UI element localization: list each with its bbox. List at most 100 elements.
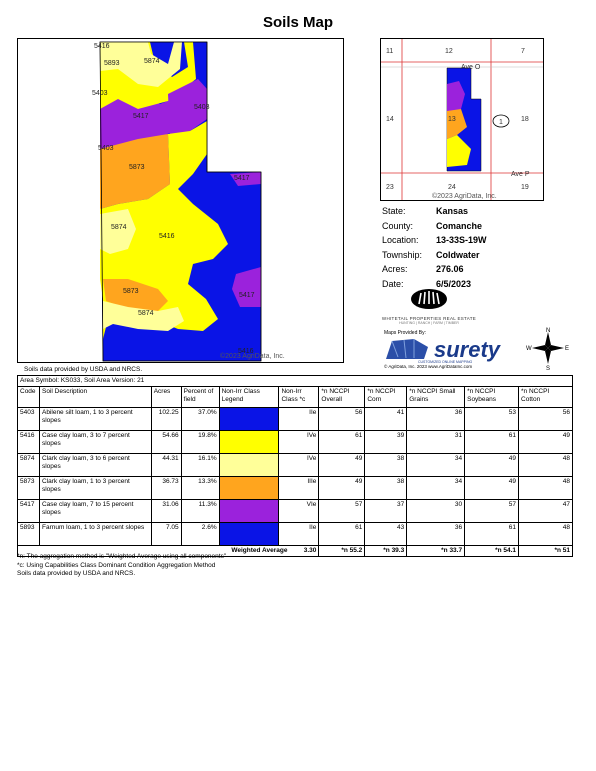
col-header: *n NCCPI Soybeans (464, 386, 520, 408)
footnote: *c: Using Capabilities Class Dominant Co… (17, 561, 216, 569)
non-irr-class: IIIe (278, 476, 320, 500)
nccpi-overall: 49 (318, 476, 366, 500)
weighted-corn: *n 39.3 (364, 545, 408, 557)
compass-w: W (526, 346, 532, 352)
nccpi-cotton: 48 (518, 476, 573, 500)
antler-icon (411, 289, 447, 309)
legend-color-swatch (219, 408, 279, 430)
legend-color-swatch (219, 500, 279, 522)
location-map[interactable]: 11 12 7 14 13 18 23 24 19 1 Ave O Ave P (380, 38, 544, 201)
soil-label: 5403 (92, 90, 108, 97)
nccpi-overall: 61 (318, 430, 366, 454)
info-value: Coldwater (436, 249, 480, 260)
nccpi-cotton: 48 (518, 453, 573, 477)
nccpi-cotton: 48 (518, 522, 573, 546)
legend-color-swatch (219, 454, 279, 476)
section-label: 23 (386, 184, 394, 191)
soil-zone-5873-b (103, 279, 168, 311)
info-value: 13-33S-19W (436, 235, 487, 245)
col-header: Non-Irr Class Legend (218, 386, 280, 408)
info-value: 276.06 (436, 264, 464, 274)
nccpi-cotton: 56 (518, 407, 573, 431)
soil-label: 5416 (94, 43, 110, 50)
nccpi-soybeans: 49 (464, 476, 520, 500)
percent-of-field: 2.6% (180, 522, 220, 546)
class-legend-swatch (218, 453, 280, 477)
nccpi-small-grains: 36 (406, 407, 466, 431)
nccpi-corn: 43 (364, 522, 408, 546)
soil-description: Clark clay loam, 3 to 6 percent slopes (38, 453, 152, 477)
nccpi-corn: 38 (364, 476, 408, 500)
col-header: *n NCCPI Corn (364, 386, 408, 408)
non-irr-class: IVe (278, 430, 320, 454)
col-header: Non-Irr Class *c (278, 386, 320, 408)
info-key: State: (382, 206, 406, 216)
nccpi-overall: 61 (318, 522, 366, 546)
nccpi-cotton: 49 (518, 430, 573, 454)
nccpi-soybeans: 49 (464, 453, 520, 477)
table-row: 5874 Clark clay loam, 3 to 6 percent slop… (17, 453, 573, 477)
percent-of-field: 13.3% (180, 476, 220, 500)
percent-of-field: 11.3% (180, 499, 220, 523)
table-row: 5873 Clark clay loam, 1 to 3 percent slop… (17, 476, 573, 500)
area-symbol: Area Symbol: KS033, Soil Area Version: 2… (17, 375, 573, 387)
weighted-class: 3.30 (303, 547, 317, 554)
col-header: *n NCCPI Small Grains (406, 386, 466, 408)
nccpi-soybeans: 53 (464, 407, 520, 431)
percent-of-field: 19.8% (180, 430, 220, 454)
soil-label: 5874 (138, 310, 154, 317)
whitetail-logo: WHITETAIL PROPERTIES REAL ESTATE HUNTING… (374, 288, 484, 325)
table-header-row: Code Soil Description Acres Percent of f… (17, 386, 573, 408)
soil-zone-5873-a (100, 134, 170, 209)
nccpi-small-grains: 30 (406, 499, 466, 523)
soil-label: 5416 (238, 348, 254, 355)
property-info: State: Kansas County: Comanche Location: 13… (382, 204, 487, 291)
info-key: County: (382, 220, 414, 231)
soil-description: Case clay loam, 7 to 15 percent slopes (38, 499, 152, 523)
nccpi-corn: 39 (364, 430, 408, 454)
soil-code: 5873 (17, 476, 40, 500)
surety-tagline: CUSTOMIZED ONLINE MAPPING (418, 360, 473, 364)
section-label: 7 (521, 48, 525, 55)
agridata-copyright: © AgriData, Inc. 2023 www.AgriDataInc.co… (384, 364, 473, 369)
class-legend-swatch (218, 407, 280, 431)
non-irr-class: IVe (278, 453, 320, 477)
road-label: Ave P (511, 171, 530, 178)
soil-label: 5893 (104, 60, 120, 67)
map-copyright: ©2023 AgriData, Inc. (220, 353, 285, 360)
nccpi-soybeans: 57 (464, 499, 520, 523)
legend-color-swatch (219, 431, 279, 453)
non-irr-class: VIe (278, 499, 320, 523)
nccpi-small-grains: 36 (406, 522, 466, 546)
soil-label: 5417 (234, 175, 250, 182)
col-header: *n NCCPI Cotton (518, 386, 573, 408)
section-label: 12 (445, 48, 453, 55)
soil-code: 5874 (17, 453, 40, 477)
soil-code: 5416 (17, 430, 40, 454)
location-field-orange (447, 109, 467, 139)
location-map-canvas: 11 12 7 14 13 18 23 24 19 1 Ave O Ave P (381, 39, 543, 200)
info-key: Location: (382, 235, 419, 245)
weighted-label-text: Weighted Average (231, 547, 288, 554)
soil-zone-5874-a (100, 42, 182, 87)
soils-map[interactable]: 5416 5893 5874 5403 5417 5403 5403 5873 … (17, 38, 344, 363)
percent-of-field: 16.1% (180, 453, 220, 477)
field-boundary (99, 41, 262, 362)
acres: 102.25 (150, 407, 182, 431)
soil-zone-5417-b (168, 79, 207, 137)
soil-label: 5417 (133, 113, 149, 120)
class-legend-swatch (218, 499, 280, 523)
compass-n: N (546, 328, 550, 334)
soil-zone-5417-d (230, 172, 261, 186)
nccpi-corn: 41 (364, 407, 408, 431)
col-header: Code (17, 386, 40, 408)
soils-table: Area Symbol: KS033, Soil Area Version: 2… (16, 375, 573, 557)
soil-code: 5403 (17, 407, 40, 431)
col-header: *n NCCPI Overall (318, 386, 366, 408)
weighted-small-grains: *n 33.7 (406, 545, 466, 557)
maps-provided-by: Maps Provided By: (384, 330, 426, 336)
nccpi-overall: 56 (318, 407, 366, 431)
location-field-yellow (447, 135, 471, 167)
soil-label: 5874 (144, 58, 160, 65)
info-township: Township: Coldwater (382, 248, 487, 263)
